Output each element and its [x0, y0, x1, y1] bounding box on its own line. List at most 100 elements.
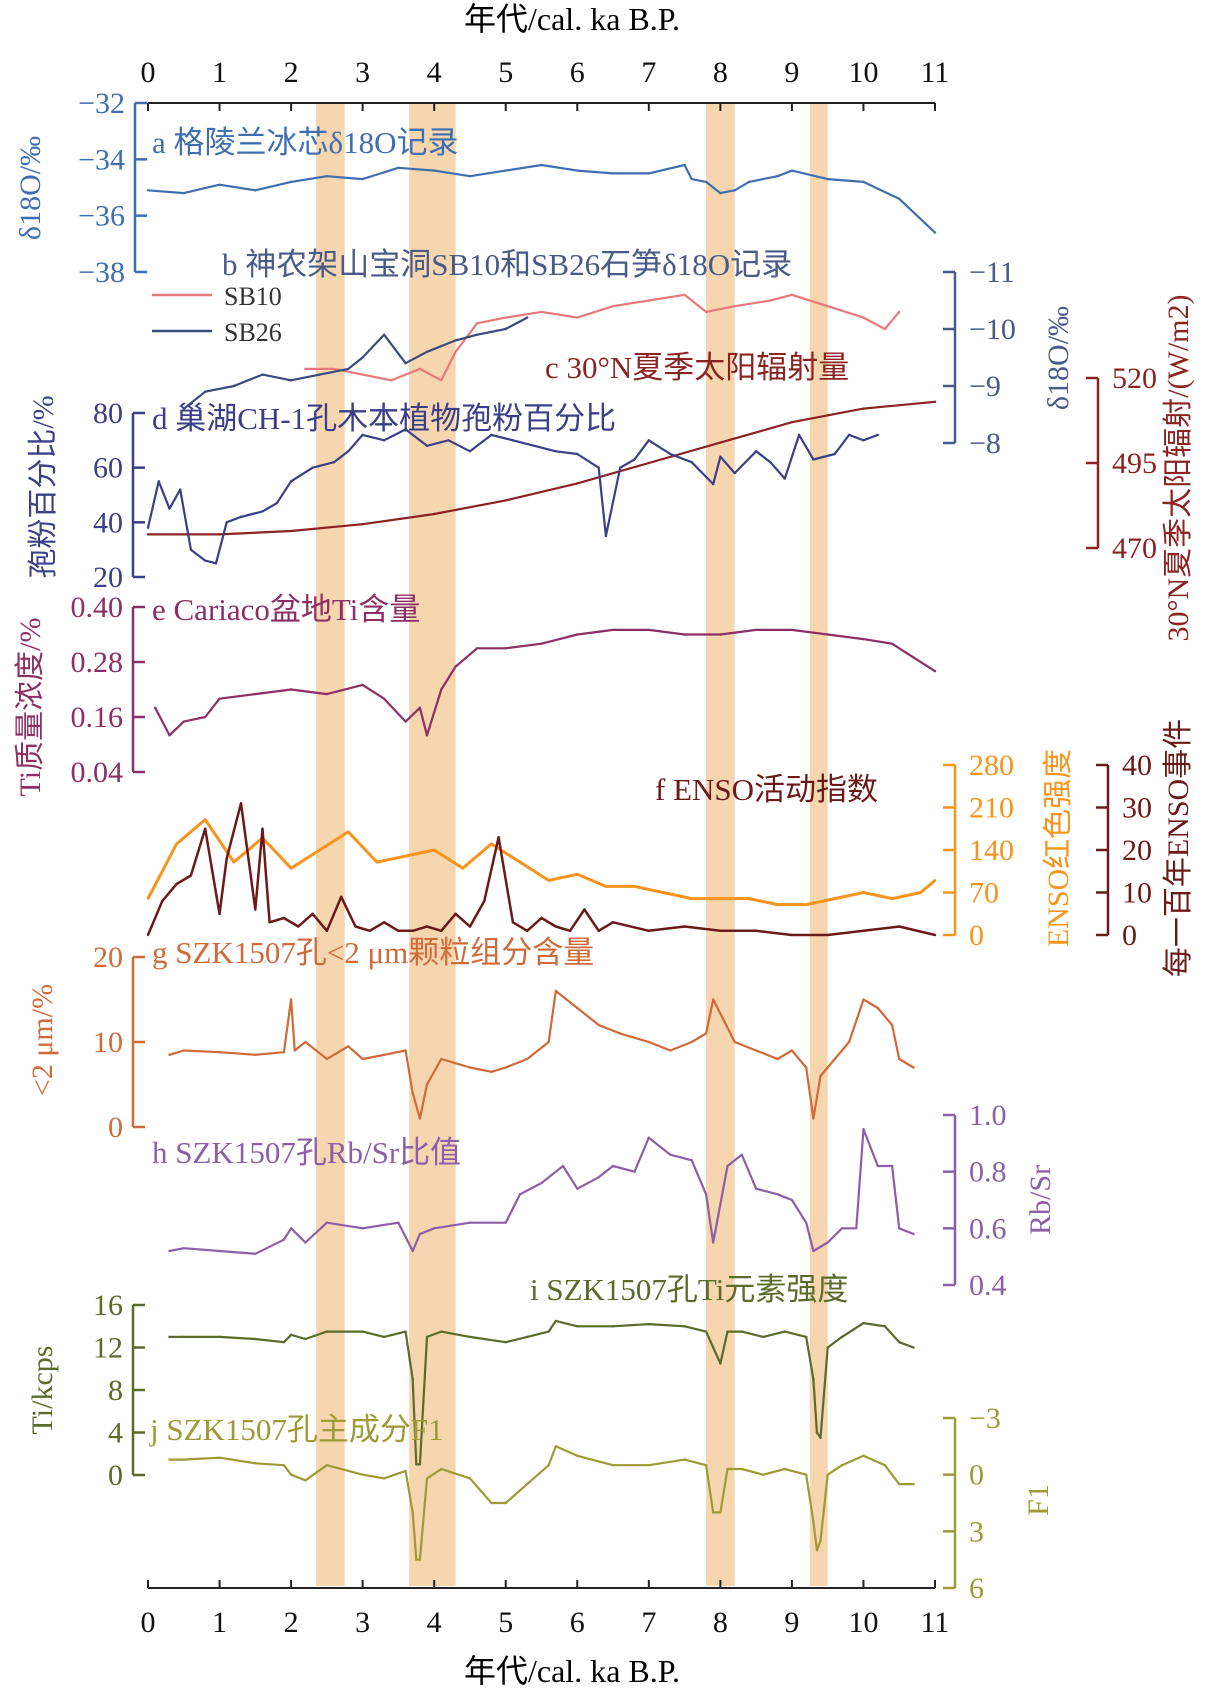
series-g-0-point	[289, 998, 293, 1001]
series-enso-events-point	[261, 827, 264, 830]
series-c-0-point	[432, 512, 436, 516]
panel-b-y-tick-label: −10	[969, 313, 1016, 346]
series-e-0-point	[576, 633, 579, 636]
panel-j-y-tick-label: −3	[969, 1402, 1001, 1435]
series-h-0-point	[712, 1241, 715, 1244]
series-d-0-point	[533, 444, 536, 447]
series-enso-events-point	[862, 929, 865, 932]
series-g-0-point	[847, 1040, 851, 1044]
series-e-0-point	[153, 706, 157, 710]
series-e-0-point	[826, 633, 829, 636]
panel-h-y-tick-label: 0.4	[969, 1269, 1007, 1302]
panel-d-y-tick-label: 80	[93, 397, 123, 430]
series-e-0-point	[382, 697, 386, 700]
series-enso-red-point	[919, 891, 922, 894]
top-x-axis-tick-label: 9	[784, 56, 799, 89]
panel-f-ylabel-right: 每一百年ENSO事件	[1162, 719, 1195, 977]
panel-f-red-y-tick-label: 140	[969, 834, 1014, 867]
series-h-0	[169, 1128, 914, 1255]
series-d-0-point	[239, 515, 243, 519]
series-i-0-point	[525, 1335, 529, 1339]
series-e-0-point	[890, 642, 894, 645]
series-h-0-point	[168, 1249, 171, 1253]
series-a-0-point	[733, 189, 736, 192]
series-enso-events-point	[268, 921, 271, 924]
series-j-0	[169, 1445, 914, 1561]
series-h-0-point	[898, 1227, 901, 1230]
series-j-0-point	[525, 1482, 529, 1486]
highlight-bands	[316, 103, 828, 1586]
series-i-0-point	[704, 1330, 708, 1333]
series-g-0	[169, 989, 915, 1120]
series-i-0-point	[168, 1335, 171, 1339]
series-c-0-point	[576, 482, 579, 485]
series-j-0-point	[304, 1479, 307, 1482]
series-enso-events-point	[826, 933, 829, 937]
series-a-0-point	[468, 175, 472, 178]
series-i-0-point	[547, 1330, 550, 1333]
series-h-0-point	[325, 1221, 329, 1224]
series-h-0-point	[411, 1249, 414, 1253]
series-enso-red-point	[490, 842, 493, 846]
series-b-sb26-point	[318, 373, 321, 376]
series-j-0-point	[840, 1464, 844, 1467]
series-b-sb26-point	[347, 367, 350, 371]
series-i-0-point	[898, 1340, 901, 1344]
series-enso-events-point	[454, 912, 457, 915]
series-a-0-point	[690, 177, 693, 181]
series-d-0	[146, 428, 879, 565]
series-h-0-point	[805, 1221, 808, 1224]
series-b-sb10-point	[826, 305, 829, 308]
series-h-0-point	[647, 1136, 651, 1139]
series-g-0-point	[504, 1066, 507, 1069]
panel-d-title: d 巢湖CH-1孔木本植物孢粉百分比	[152, 401, 616, 436]
panel-f: 280 210 140 70 0 40 30 20 10 0 ENSO红色强度 每一百年ENSO事件 f…	[146, 719, 1195, 977]
series-e-0-point	[790, 628, 794, 632]
series-d-0-point	[261, 510, 264, 513]
series-e-0-point	[361, 683, 364, 687]
series-b-sb26-point	[454, 339, 457, 342]
series-enso-red-point	[289, 867, 293, 870]
series-j-0-point	[898, 1482, 901, 1486]
series-e-0-point	[325, 692, 329, 696]
series-a-0-point	[361, 177, 364, 181]
series-g-0-point	[554, 989, 558, 993]
series-enso-red-point	[747, 897, 751, 900]
series-enso-red-point	[547, 879, 550, 882]
series-b-sb10-point	[611, 305, 615, 308]
series-h-0-point	[754, 1187, 758, 1190]
panel-a-ylabel: δ18O/‰	[14, 136, 47, 240]
series-h-0-point	[397, 1221, 400, 1224]
series-g-0-point	[361, 1057, 364, 1061]
panel-e-y-tick-label: 0.40	[71, 591, 124, 624]
top-x-axis-tick-label: 5	[498, 56, 513, 89]
panel-j-y-tick-label: 6	[969, 1572, 984, 1605]
series-b-sb10-point	[540, 310, 543, 314]
series-j-0-point	[282, 1464, 286, 1467]
series-c-0-point	[218, 533, 221, 536]
panel-d-y-tick-label: 60	[93, 452, 123, 485]
panel-d-y-tick-label: 40	[93, 506, 123, 539]
series-j-0-point	[218, 1456, 221, 1459]
bottom-x-axis-tick-label: 3	[355, 1606, 370, 1639]
series-a-0-point	[790, 169, 794, 172]
series-i-0-point	[805, 1335, 808, 1339]
series-j-0-point	[826, 1473, 829, 1476]
series-b-sb10-point	[454, 350, 457, 353]
panel-e-y-tick-label: 0.16	[71, 701, 124, 734]
series-enso-events-point	[511, 921, 515, 924]
panel-i-y-tick-label: 4	[108, 1417, 123, 1450]
series-enso-events-point	[790, 933, 794, 937]
series-g-0-point	[440, 1057, 443, 1061]
series-e-0-point	[218, 697, 221, 700]
series-enso-events-point	[583, 908, 586, 911]
series-b-sb10-point	[704, 310, 708, 314]
series-enso-events-point	[611, 921, 615, 924]
series-b-sb26-point	[504, 327, 507, 331]
panel-f-ylabel: ENSO红色强度	[1042, 749, 1075, 947]
bottom-x-axis-tick-label: 8	[713, 1606, 728, 1639]
panel-h-title: h SZK1507孔Rb/Sr比值	[152, 1135, 461, 1170]
series-d-0-point	[812, 458, 815, 461]
series-e-0-point	[754, 628, 758, 632]
panel-h-y-tick-label: 0.6	[969, 1212, 1007, 1245]
